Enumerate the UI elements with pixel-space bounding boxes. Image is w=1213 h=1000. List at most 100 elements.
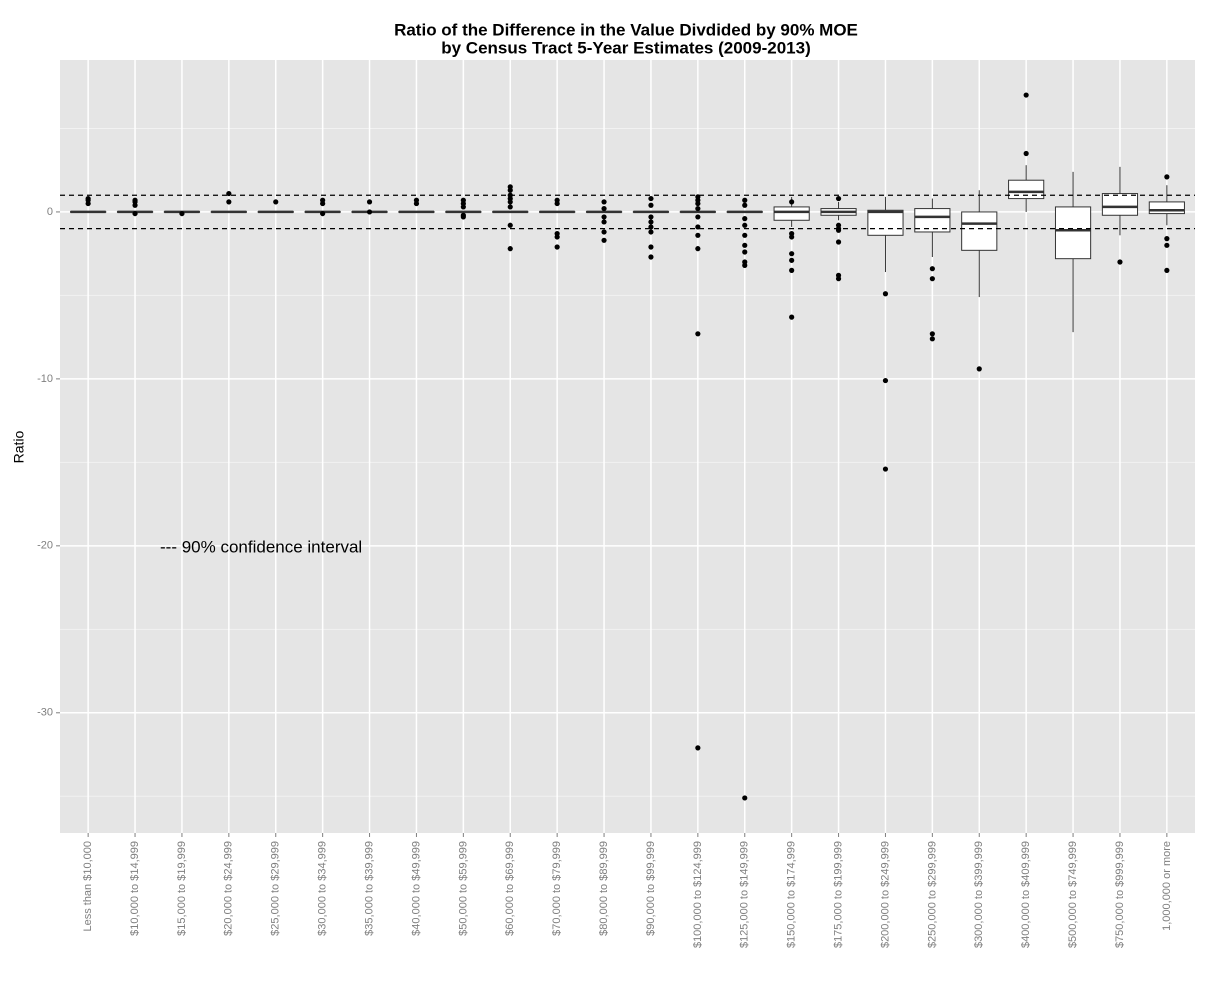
x-tick-label: $50,000 to $59,999 — [457, 841, 469, 936]
x-tick-label: $10,000 to $14,999 — [129, 841, 141, 936]
outlier — [976, 366, 982, 372]
outlier — [507, 222, 513, 228]
outlier — [742, 216, 748, 222]
outlier — [789, 267, 795, 273]
x-tick-label: $100,000 to $124,999 — [692, 841, 704, 948]
x-tick-label: $175,000 to $199,999 — [832, 841, 844, 948]
outlier — [742, 242, 748, 248]
outlier — [882, 377, 889, 384]
x-tick-label: $150,000 to $174,999 — [786, 841, 798, 948]
outlier — [460, 204, 466, 210]
outlier — [226, 199, 232, 205]
outlier — [789, 199, 795, 205]
outlier — [132, 197, 138, 203]
x-tick-label: $15,000 to $19,999 — [176, 841, 188, 936]
outlier — [695, 745, 701, 751]
outlier — [507, 204, 513, 210]
annotation: --- 90% confidence interval — [160, 537, 362, 556]
outlier — [929, 331, 935, 337]
outlier — [695, 331, 701, 337]
outlier — [1023, 150, 1029, 157]
outlier — [601, 199, 607, 205]
box — [867, 209, 904, 236]
box — [773, 206, 810, 221]
outlier — [1164, 236, 1170, 242]
outlier — [179, 210, 185, 217]
x-tick-label: $60,000 to $69,999 — [504, 841, 516, 936]
outlier — [742, 222, 748, 228]
outlier — [695, 214, 701, 220]
x-tick-label: $500,000 to $749,999 — [1067, 841, 1079, 948]
box — [961, 211, 998, 251]
x-tick-label: $40,000 to $49,999 — [410, 841, 422, 936]
box — [1148, 201, 1185, 215]
outlier — [742, 197, 748, 203]
x-tick-label: $70,000 to $79,999 — [551, 841, 563, 936]
outlier — [648, 195, 654, 202]
outlier — [648, 214, 654, 220]
y-tick-label: -10 — [37, 373, 53, 385]
outlier — [695, 246, 701, 252]
outlier — [226, 190, 232, 197]
x-tick-label: $250,000 to $299,999 — [926, 841, 938, 948]
outlier — [507, 199, 513, 205]
outlier — [742, 795, 748, 801]
y-tick-label: -30 — [37, 707, 53, 719]
outlier — [273, 199, 279, 205]
outlier — [695, 200, 701, 207]
outlier — [648, 229, 654, 235]
outlier — [695, 232, 701, 238]
outlier — [929, 276, 935, 282]
outlier — [601, 237, 607, 243]
outlier — [789, 234, 795, 240]
outlier — [882, 466, 889, 472]
outlier — [648, 254, 654, 260]
x-tick-label: $30,000 to $34,999 — [317, 841, 329, 936]
x-tick-label: Less than $10,000 — [82, 841, 94, 932]
outlier — [460, 214, 466, 220]
x-tick-label: $300,000 to $399,999 — [973, 841, 985, 948]
box — [1054, 206, 1092, 260]
outlier — [882, 291, 889, 297]
x-tick-label: $750,000 to $999,999 — [1114, 841, 1126, 948]
outlier — [554, 200, 560, 207]
outlier — [554, 234, 560, 240]
outlier — [366, 209, 373, 215]
outlier — [601, 214, 607, 220]
outlier — [366, 199, 373, 205]
box — [1101, 193, 1139, 216]
outlier — [929, 336, 935, 342]
outlier — [648, 219, 654, 225]
outlier — [601, 229, 607, 235]
box — [914, 208, 951, 233]
outlier — [1164, 242, 1170, 248]
outlier — [601, 219, 607, 225]
outlier — [742, 262, 748, 268]
outlier — [835, 195, 842, 202]
outlier — [601, 205, 607, 212]
chart-title: Ratio of the Difference in the Value Div… — [394, 20, 858, 39]
x-tick-label: $20,000 to $24,999 — [223, 841, 235, 936]
outlier — [648, 244, 654, 250]
plot-background — [60, 60, 1195, 833]
outlier — [835, 239, 842, 245]
x-tick-label: $125,000 to $149,999 — [739, 841, 751, 948]
x-tick-label: $25,000 to $29,999 — [270, 841, 282, 936]
y-tick-label: -20 — [37, 540, 53, 552]
x-tick-label: $400,000 to $409,999 — [1020, 841, 1032, 948]
outlier — [1117, 259, 1123, 265]
outlier — [742, 232, 748, 238]
outlier — [85, 195, 91, 202]
y-tick-label: 0 — [47, 206, 53, 218]
box — [1008, 179, 1045, 200]
outlier — [648, 202, 654, 208]
outlier — [742, 249, 748, 255]
outlier — [320, 197, 326, 203]
x-tick-label: $200,000 to $249,999 — [879, 841, 891, 948]
outlier — [320, 210, 326, 217]
outlier — [695, 205, 701, 212]
chart-title: by Census Tract 5-Year Estimates (2009-2… — [441, 38, 810, 57]
outlier — [507, 246, 513, 252]
outlier — [835, 276, 842, 282]
